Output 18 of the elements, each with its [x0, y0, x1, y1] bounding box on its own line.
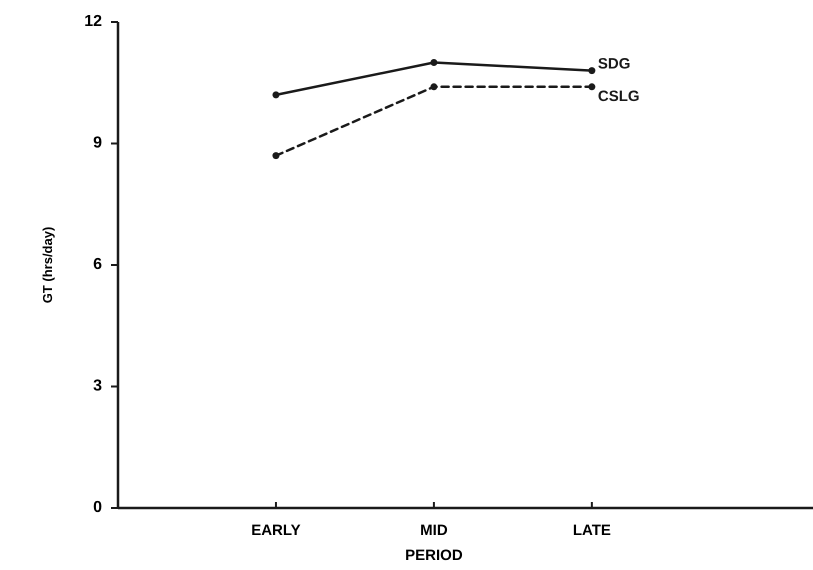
y-tick-label: 6	[93, 256, 102, 274]
y-tick-label: 0	[93, 499, 102, 516]
y-tick-label: 3	[93, 378, 102, 395]
series-label: SDG	[598, 56, 630, 73]
point	[588, 83, 596, 90]
point	[272, 91, 280, 98]
x-tick-label: EARLY	[251, 522, 301, 539]
point	[588, 67, 596, 74]
x-tick-label: MID	[420, 522, 448, 539]
x-tick-label: LATE	[572, 522, 611, 539]
y-tick-label: 9	[93, 134, 102, 152]
x-axis-title: PERIOD	[405, 547, 463, 564]
point	[430, 59, 438, 66]
y-axis-title: GT (hrs/day)	[40, 226, 55, 304]
series-label: CSLG	[598, 88, 640, 105]
point	[430, 83, 438, 90]
point	[272, 152, 280, 160]
y-tick-label: 12	[84, 13, 102, 30]
